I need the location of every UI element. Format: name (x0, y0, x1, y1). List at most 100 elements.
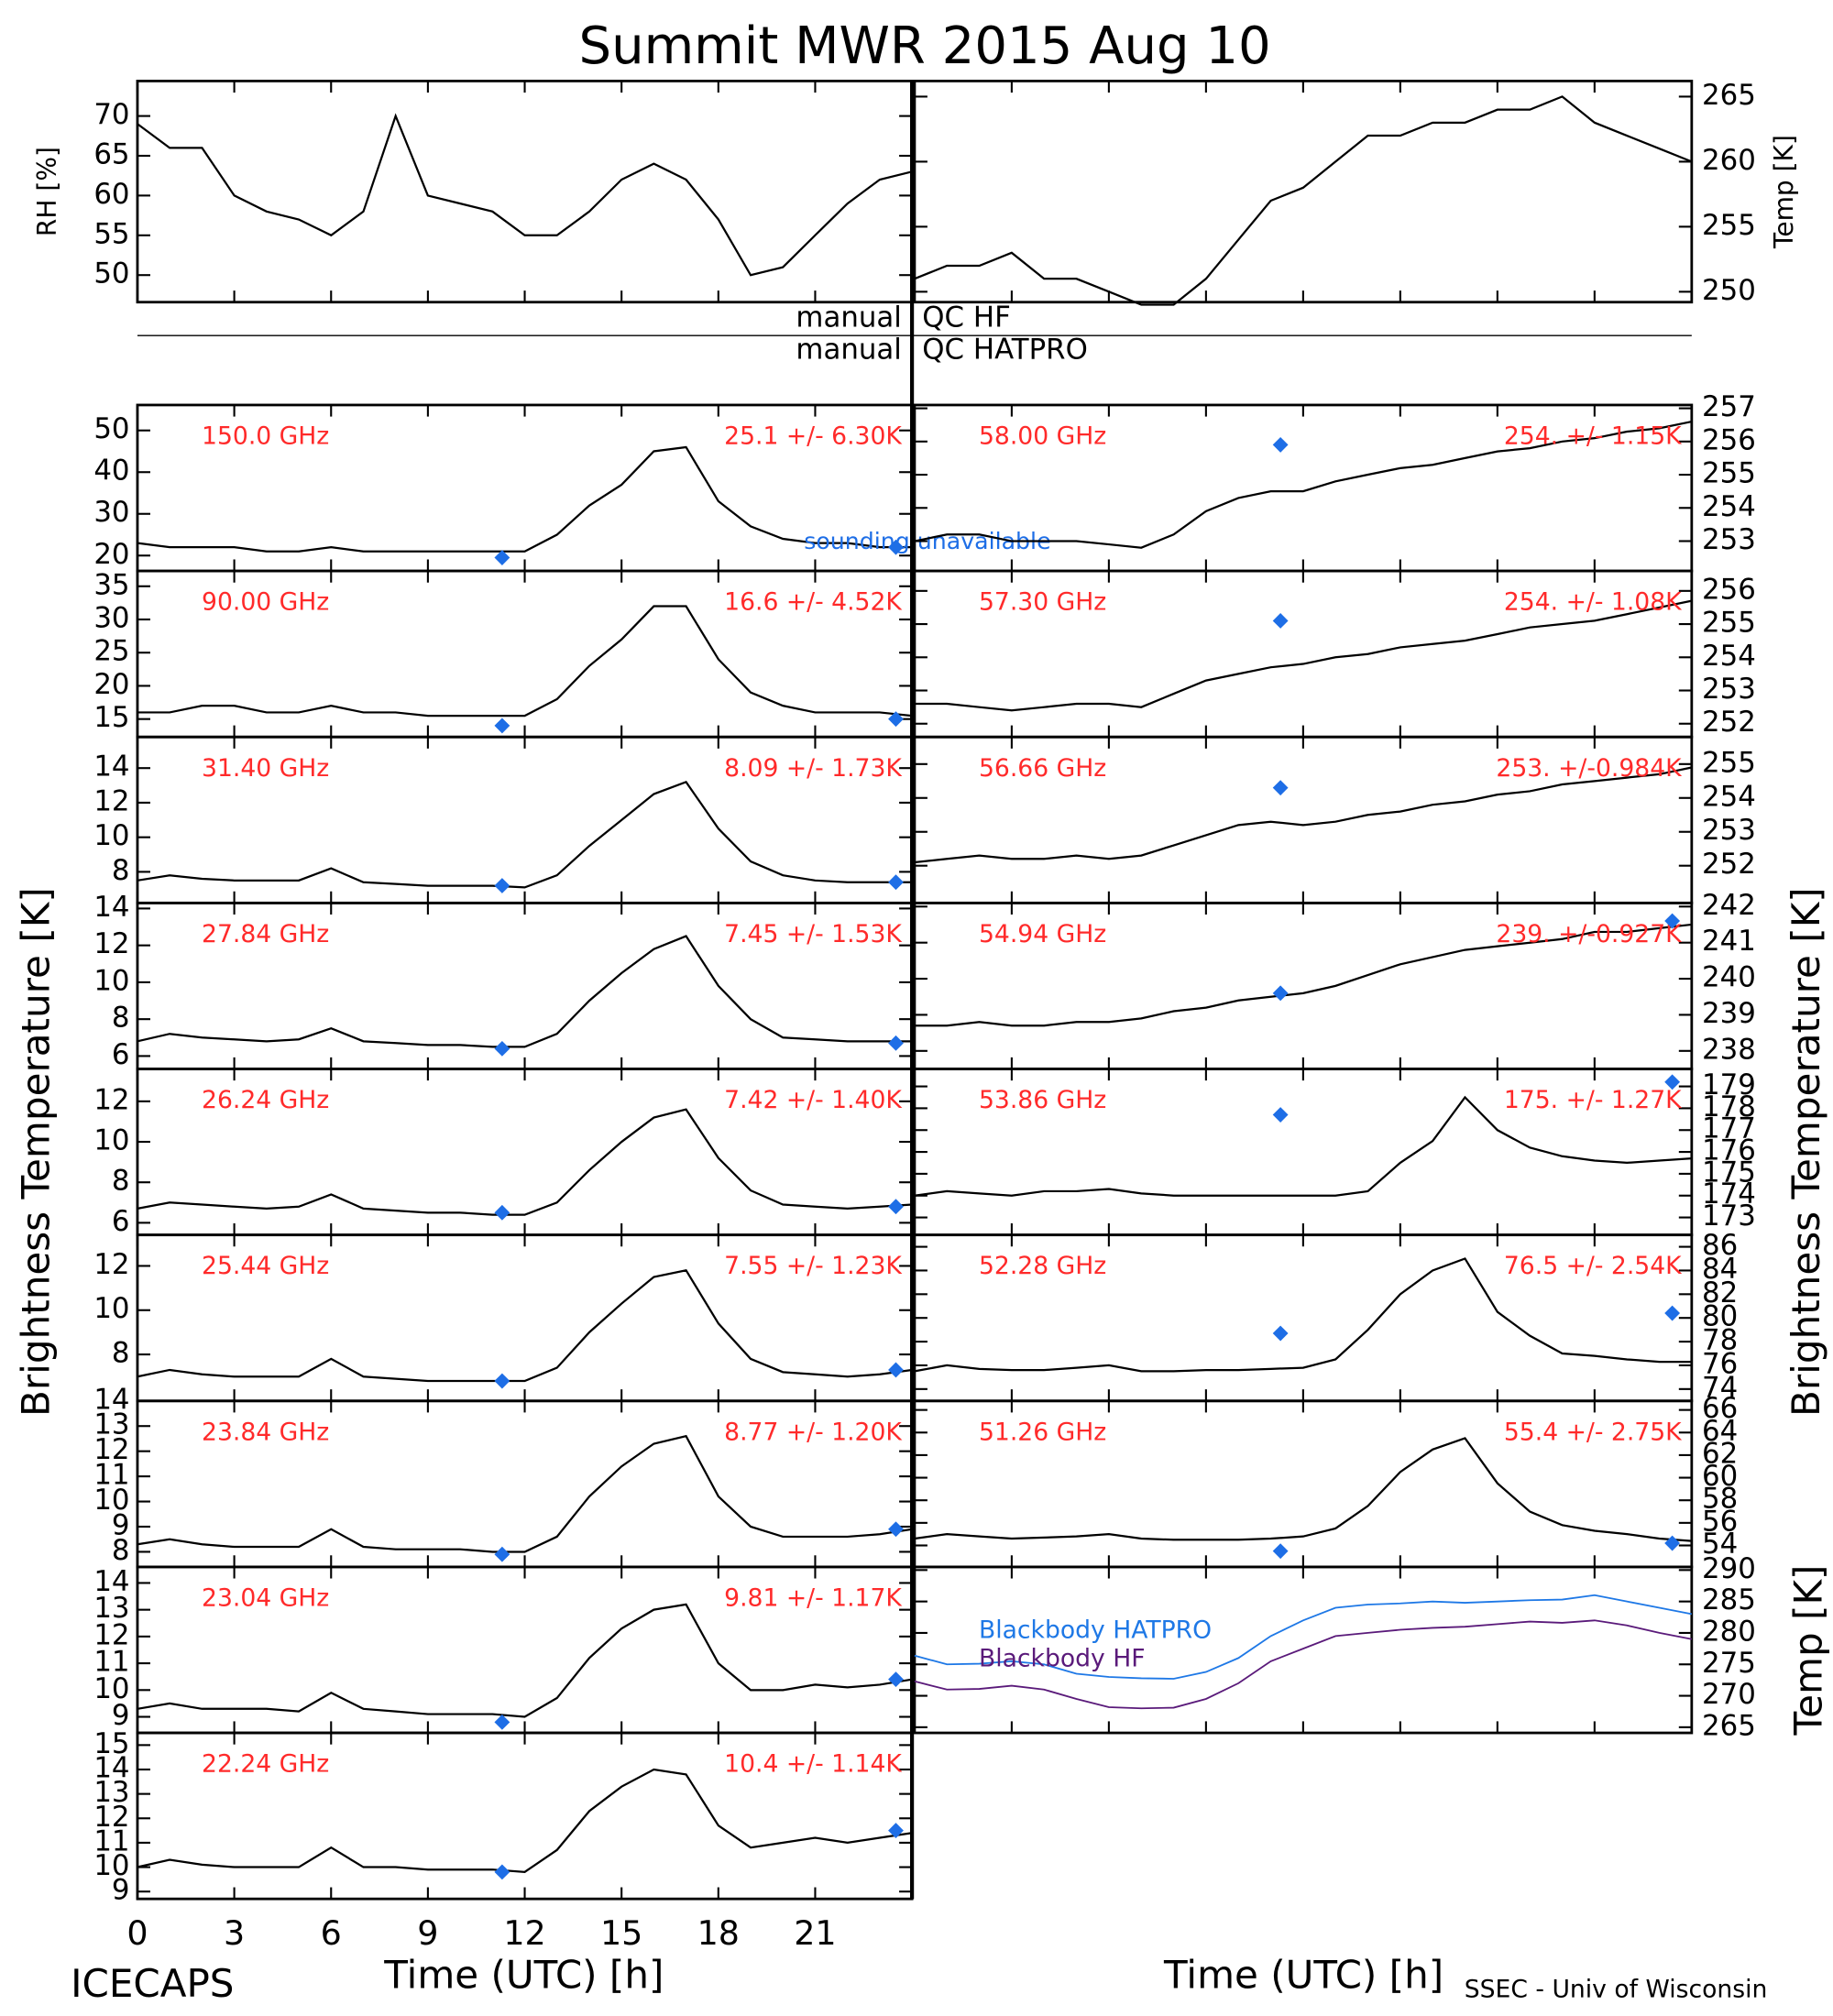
y-tick-label: 8 (112, 1337, 130, 1370)
channel-label: 56.66 GHz (979, 754, 1106, 783)
y-tick-label: 10 (93, 1672, 129, 1705)
sounding-marker (888, 1671, 904, 1688)
y-tick-label: 270 (1702, 1678, 1756, 1711)
x-axis-label: Time (UTC) [h] (383, 1952, 664, 1997)
y-tick-label: 8 (112, 1002, 130, 1035)
y-tick-label: 20 (93, 538, 129, 571)
channel-label: 58.00 GHz (979, 422, 1106, 451)
y-tick-label: 9 (112, 1699, 130, 1732)
channel-stats: 239. +/-0.927K (1496, 920, 1683, 948)
y-tick-label: 255 (1702, 607, 1756, 640)
x-tick-label: 18 (697, 1913, 740, 1953)
channel-label: 52.28 GHz (979, 1252, 1106, 1280)
y-tick-label: 13 (93, 1592, 129, 1625)
data-line (914, 1619, 1693, 1710)
y-tick-label: 240 (1702, 961, 1756, 994)
y-tick-label: 10 (93, 1484, 129, 1517)
qc-label: QC HF (922, 301, 1011, 334)
y-tick-label: 20 (93, 668, 129, 701)
y-tick-label: 255 (1702, 746, 1756, 779)
data-line (914, 420, 1693, 549)
qc-label: manual (796, 301, 901, 334)
y-axis-label: Temp [K] (1769, 135, 1799, 249)
y-tick-label: 13 (93, 1776, 129, 1809)
channel-label: 51.26 GHz (979, 1418, 1106, 1446)
y-tick-label: 82 (1702, 1276, 1738, 1309)
x-tick-label: 21 (794, 1913, 836, 1953)
channel-stats: 9.81 +/- 1.17K (724, 1583, 903, 1612)
data-line (137, 445, 913, 553)
channel-label: 150.0 GHz (202, 422, 329, 451)
data-line (914, 95, 1693, 306)
y-tick-label: 13 (93, 1408, 129, 1441)
y-tick-label: 275 (1702, 1647, 1756, 1680)
sounding-marker (888, 1362, 904, 1378)
y-tick-label: 10 (93, 1124, 129, 1157)
credit: ICECAPS (71, 1961, 234, 2006)
y-tick-label: 12 (93, 1083, 129, 1116)
y-tick-label: 173 (1702, 1200, 1756, 1233)
sounding-marker (1664, 1305, 1681, 1321)
channel-label: 90.00 GHz (202, 588, 329, 617)
channel-stats: 7.45 +/- 1.53K (724, 920, 903, 948)
y-tick-label: 253 (1702, 523, 1756, 556)
data-line (137, 780, 913, 889)
y-tick-label: 30 (93, 601, 129, 634)
channel-label: 23.04 GHz (202, 1583, 329, 1612)
y-tick-label: 285 (1702, 1583, 1756, 1616)
y-tick-label: 8 (112, 1534, 130, 1567)
y-tick-label: 14 (93, 1565, 129, 1598)
y-tick-label: 255 (1702, 209, 1756, 242)
y-tick-label: 238 (1702, 1033, 1756, 1066)
y-axis-label: Brightness Temperature [K] (14, 887, 59, 1417)
channel-stats: 55.4 +/- 2.75K (1504, 1418, 1683, 1446)
y-tick-label: 8 (112, 854, 130, 887)
channel-label: 23.84 GHz (202, 1418, 329, 1446)
y-tick-label: 252 (1702, 706, 1756, 739)
y-tick-label: 260 (1702, 144, 1756, 177)
sounding-marker (888, 874, 904, 891)
channel-label: 27.84 GHz (202, 920, 329, 948)
y-tick-label: 10 (93, 1292, 129, 1325)
channel-stats: 10.4 +/- 1.14K (724, 1750, 903, 1779)
data-line (914, 1437, 1692, 1542)
sounding-marker (494, 1204, 510, 1221)
y-tick-label: 50 (93, 257, 129, 290)
y-tick-label: 14 (93, 751, 129, 783)
channel-stats: 76.5 +/- 2.54K (1504, 1252, 1683, 1280)
y-tick-label: 55 (93, 217, 129, 250)
sounding-marker (888, 539, 904, 555)
y-tick-label: 250 (1702, 274, 1756, 307)
y-tick-label: 12 (93, 784, 129, 817)
sounding-marker (888, 1199, 904, 1215)
y-tick-label: 254 (1702, 490, 1756, 523)
y-tick-label: 60 (1702, 1460, 1738, 1493)
legend-entry: Blackbody HATPRO (979, 1616, 1212, 1645)
channel-stats: 7.42 +/- 1.40K (724, 1086, 903, 1114)
y-tick-label: 255 (1702, 457, 1756, 490)
sounding-marker (888, 711, 904, 728)
channel-stats: 175. +/- 1.27K (1504, 1086, 1683, 1114)
credit: SSEC - Univ of Wisconsin (1465, 1975, 1768, 2003)
x-tick-label: 12 (503, 1913, 545, 1953)
channel-label: 25.44 GHz (202, 1252, 329, 1280)
y-tick-label: 254 (1702, 640, 1756, 673)
channel-stats: 254. +/- 1.15K (1504, 422, 1683, 451)
y-tick-label: 9 (112, 1508, 130, 1541)
y-tick-label: 6 (112, 1038, 130, 1071)
channel-stats: 8.09 +/- 1.73K (724, 754, 903, 783)
y-tick-label: 60 (93, 178, 129, 211)
y-tick-label: 54 (1702, 1528, 1738, 1561)
y-tick-label: 242 (1702, 889, 1756, 922)
y-axis-label: RH [%] (32, 147, 62, 236)
channel-label: 54.94 GHz (979, 920, 1106, 948)
y-tick-label: 12 (93, 1618, 129, 1651)
y-tick-label: 10 (93, 1849, 129, 1882)
y-tick-label: 241 (1702, 925, 1756, 958)
y-tick-label: 10 (93, 964, 129, 997)
channel-label: 26.24 GHz (202, 1086, 329, 1114)
y-tick-label: 10 (93, 819, 129, 852)
sounding-marker (1664, 913, 1681, 929)
y-tick-label: 12 (93, 1248, 129, 1281)
